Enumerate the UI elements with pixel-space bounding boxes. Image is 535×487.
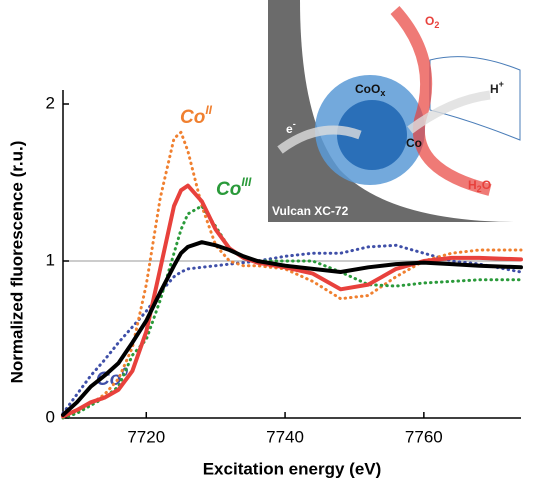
inset-label: e- (286, 119, 296, 136)
inset-label: x (380, 88, 385, 98)
inset-label: CoO (355, 82, 380, 96)
series-label: Co (216, 179, 241, 200)
x-axis-title: Excitation energy (eV) (203, 459, 382, 478)
series-label: Co (180, 107, 205, 128)
x-tick-label: 7740 (266, 427, 304, 446)
inset-label: H (468, 178, 477, 192)
inset-label: O (425, 14, 434, 28)
inset-label: 2 (477, 184, 482, 194)
y-axis-title: Normalized fluorescence (r.u.) (7, 141, 26, 384)
series-label-sup: II (205, 103, 212, 117)
inset-label: 2 (434, 20, 439, 30)
inset-label: O2 (425, 14, 439, 30)
inset-label: - (293, 119, 296, 129)
inset-label: H2O (468, 178, 491, 194)
series-label-sup: III (241, 175, 252, 189)
y-tick-label: 2 (46, 93, 55, 112)
inset-label: H+ (490, 79, 504, 96)
inset-label: Vulcan XC-72 (272, 204, 349, 218)
inset-label: Co (406, 136, 422, 150)
inset-h-arrow (407, 90, 491, 134)
inset-label: CoOx (355, 82, 385, 98)
series-label: CoII (180, 103, 213, 128)
series-line (61, 240, 523, 417)
inset-label: + (499, 79, 504, 89)
inset-ionomer (429, 56, 521, 141)
series-line (61, 183, 523, 419)
inset-label: e (286, 122, 293, 136)
y-tick-label: 0 (46, 407, 55, 426)
y-tick-label: 1 (46, 250, 55, 269)
series-label-sup: 0 (121, 365, 128, 379)
series-line (61, 130, 523, 418)
inset-label: O (482, 178, 491, 192)
inset: O2 H+ CoOx e- Co H2O Vulcan XC-72 (268, 0, 521, 222)
series-line (61, 243, 523, 415)
inset-core (337, 100, 407, 170)
inset-e-arrow (277, 125, 362, 154)
x-tick-label: 7720 (127, 427, 165, 446)
inset-label: H (490, 82, 499, 96)
x-tick-label: 7760 (405, 427, 443, 446)
series-line (61, 204, 523, 420)
series-label: CoIII (216, 175, 252, 200)
